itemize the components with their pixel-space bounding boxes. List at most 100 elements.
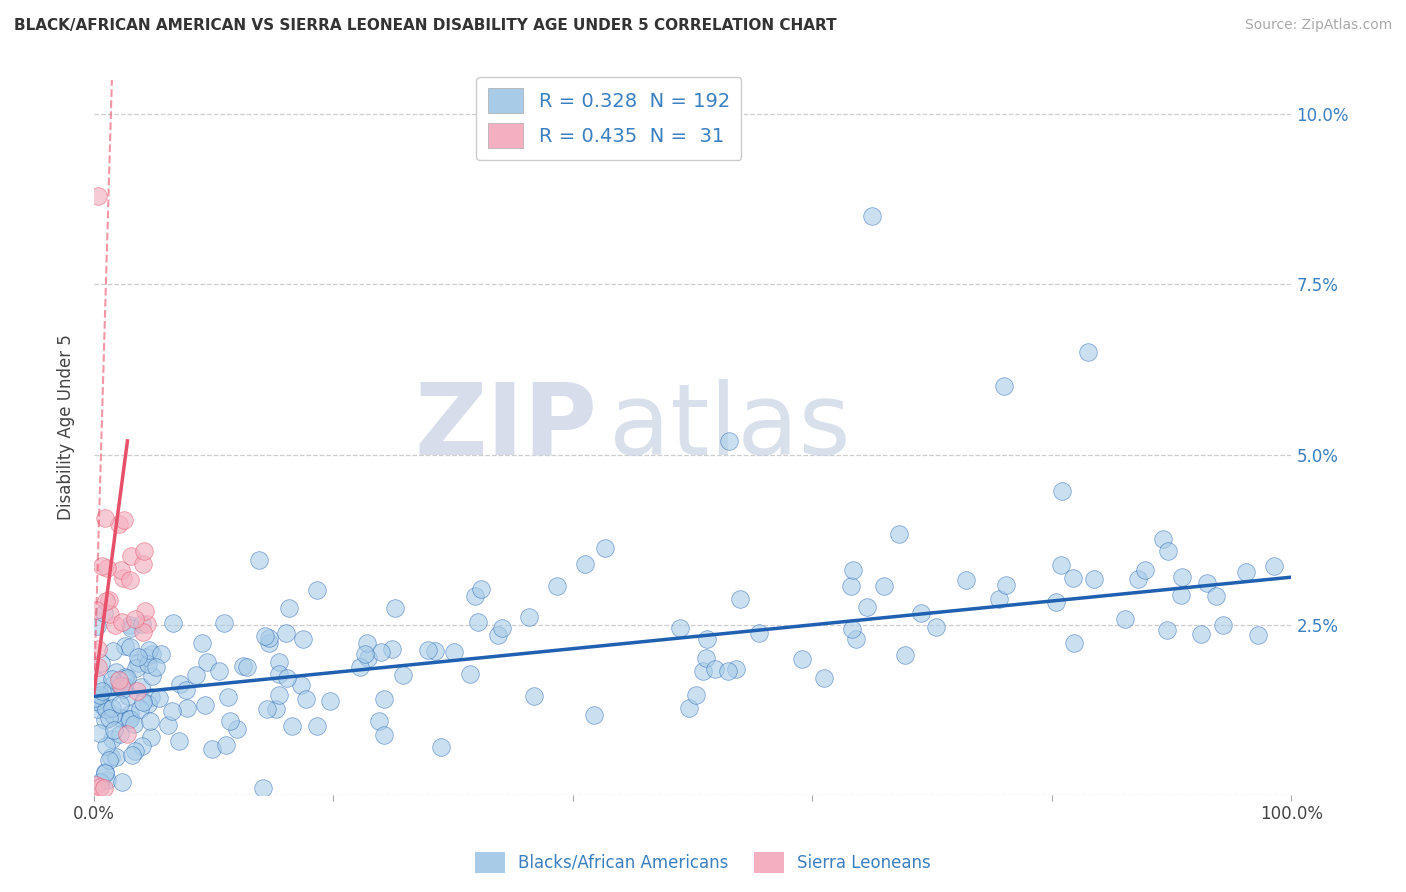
Point — [873, 579, 896, 593]
Point — [138, 642, 160, 657]
Point — [157, 717, 180, 731]
Point — [523, 689, 546, 703]
Point — [174, 683, 197, 698]
Point — [748, 626, 770, 640]
Point — [111, 615, 134, 629]
Point — [416, 643, 439, 657]
Point — [1062, 571, 1084, 585]
Point — [86, 778, 108, 792]
Point — [127, 650, 149, 665]
Point — [84, 690, 107, 705]
Legend: R = 0.328  N = 192, R = 0.435  N =  31: R = 0.328 N = 192, R = 0.435 N = 31 — [477, 77, 741, 160]
Point — [226, 722, 249, 736]
Point — [467, 615, 489, 629]
Point — [307, 583, 329, 598]
Point — [274, 625, 297, 640]
Point — [253, 630, 276, 644]
Point — [125, 661, 148, 675]
Point — [724, 662, 747, 676]
Point — [267, 667, 290, 681]
Point — [717, 664, 740, 678]
Point — [108, 727, 131, 741]
Point — [356, 636, 378, 650]
Point — [894, 648, 917, 662]
Point — [1247, 628, 1270, 642]
Point — [100, 750, 122, 764]
Point — [136, 657, 159, 671]
Point — [94, 594, 117, 608]
Point — [114, 673, 136, 687]
Point — [281, 718, 304, 732]
Point — [169, 733, 191, 747]
Point — [291, 632, 314, 646]
Point — [955, 574, 977, 588]
Point — [582, 708, 605, 723]
Point — [150, 647, 173, 661]
Point — [98, 607, 121, 622]
Point — [100, 700, 122, 714]
Point — [145, 660, 167, 674]
Point — [96, 772, 118, 787]
Point — [94, 511, 117, 525]
Point — [94, 713, 117, 727]
Point — [354, 647, 377, 661]
Point — [678, 701, 700, 715]
Point — [110, 679, 132, 693]
Point — [101, 732, 124, 747]
Point — [925, 620, 948, 634]
Point — [118, 618, 141, 632]
Point — [134, 544, 156, 558]
Point — [90, 656, 112, 670]
Point — [176, 701, 198, 715]
Point — [111, 682, 134, 697]
Point — [89, 689, 111, 703]
Point — [191, 636, 214, 650]
Point — [194, 698, 217, 712]
Point — [121, 748, 143, 763]
Point — [120, 573, 142, 587]
Point — [131, 739, 153, 753]
Point — [118, 640, 141, 654]
Point — [1152, 533, 1174, 547]
Point — [212, 616, 235, 631]
Point — [235, 659, 257, 673]
Point — [139, 714, 162, 728]
Point — [813, 672, 835, 686]
Point — [1133, 563, 1156, 577]
Point — [86, 619, 108, 633]
Point — [87, 690, 110, 704]
Point — [295, 691, 318, 706]
Point — [118, 706, 141, 721]
Point — [278, 600, 301, 615]
Point — [685, 688, 707, 702]
Point — [696, 632, 718, 646]
Point — [1205, 590, 1227, 604]
Text: BLACK/AFRICAN AMERICAN VS SIERRA LEONEAN DISABILITY AGE UNDER 5 CORRELATION CHAR: BLACK/AFRICAN AMERICAN VS SIERRA LEONEAN… — [14, 18, 837, 33]
Point — [987, 591, 1010, 606]
Point — [127, 683, 149, 698]
Point — [267, 688, 290, 702]
Point — [112, 571, 135, 585]
Point — [1083, 572, 1105, 586]
Point — [1156, 623, 1178, 637]
Point — [994, 577, 1017, 591]
Point — [115, 671, 138, 685]
Point — [460, 667, 482, 681]
Point — [124, 612, 146, 626]
Point — [276, 671, 298, 685]
Text: atlas: atlas — [609, 379, 851, 475]
Point — [103, 723, 125, 738]
Point — [1157, 544, 1180, 558]
Point — [98, 753, 121, 767]
Point — [595, 541, 617, 556]
Point — [132, 625, 155, 640]
Point — [1063, 635, 1085, 649]
Point — [138, 697, 160, 711]
Point — [169, 676, 191, 690]
Point — [307, 719, 329, 733]
Point — [89, 726, 111, 740]
Point — [97, 592, 120, 607]
Point — [120, 712, 142, 726]
Point — [94, 766, 117, 780]
Point — [208, 664, 231, 678]
